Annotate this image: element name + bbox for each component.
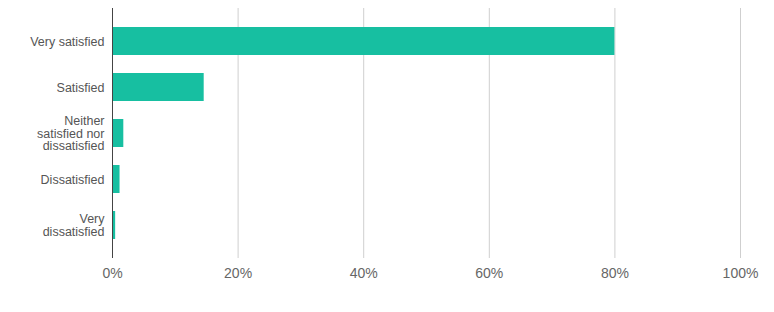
svg-text:Neithersatisfied nordissatisfi: Neithersatisfied nordissatisfied (37, 114, 104, 153)
svg-text:Satisfied: Satisfied (57, 81, 105, 95)
svg-text:20%: 20% (224, 265, 252, 281)
svg-text:40%: 40% (350, 265, 378, 281)
svg-text:Verydissatisfied: Verydissatisfied (43, 212, 106, 239)
svg-text:60%: 60% (475, 265, 503, 281)
svg-text:100%: 100% (723, 265, 759, 281)
svg-text:0%: 0% (102, 265, 122, 281)
svg-text:Very satisfied: Very satisfied (30, 35, 104, 49)
svg-text:80%: 80% (601, 265, 629, 281)
svg-text:Dissatisfied: Dissatisfied (41, 173, 105, 187)
